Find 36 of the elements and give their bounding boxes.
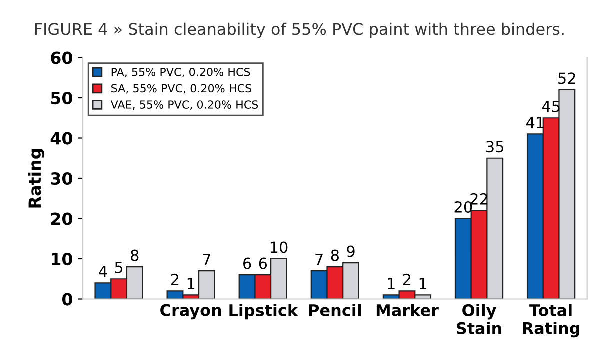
x-tick-label: Crayon: [160, 304, 222, 320]
x-tick-label: Oily Stain: [457, 304, 502, 334]
data-label: 6: [243, 258, 252, 270]
x-tick-label: Marker: [376, 304, 439, 316]
data-label: 9: [347, 246, 355, 258]
data-label: 1: [388, 278, 395, 290]
y-axis-title: Rating: [28, 149, 45, 208]
data-label: 2: [403, 274, 411, 286]
data-label: 6: [259, 258, 268, 270]
data-label: 35: [486, 141, 504, 153]
y-tick-label: 0: [62, 293, 73, 306]
y-tick-label: 40: [50, 132, 73, 145]
chart-title: FIGURE 4 » Stain cleanability of 55% PVC paint with three binders.: [35, 22, 564, 38]
y-tick-label: 60: [51, 52, 73, 64]
x-tick-label: Lipstick: [230, 304, 298, 320]
legend-label: SA, 55% PVC, 0.20% HCS: [112, 84, 252, 94]
data-label: 52: [558, 72, 576, 84]
data-label: 4: [99, 266, 108, 278]
data-label: 20: [454, 201, 472, 214]
data-label: 1: [420, 278, 427, 290]
data-label: 7: [316, 254, 323, 266]
data-label: 10: [270, 242, 288, 254]
x-tick-label: Total Rating: [523, 304, 580, 338]
y-tick-label: 20: [51, 212, 73, 226]
y-tick-label: 10: [52, 252, 73, 266]
data-label: 8: [131, 250, 139, 262]
y-tick-label: 30: [51, 172, 73, 186]
data-label: 8: [331, 250, 339, 262]
legend-label: VAE, 55% PVC, 0.20% HCS: [110, 100, 258, 110]
data-label: 2: [172, 274, 179, 286]
y-tick-label: 50: [51, 92, 73, 105]
x-tick-label: Pencil: [309, 304, 361, 316]
data-label: 5: [115, 262, 123, 274]
legend-label: PA, 55% PVC, 0.20% HCS: [112, 68, 250, 78]
data-label: 1: [188, 278, 195, 290]
data-label: 7: [203, 254, 210, 266]
